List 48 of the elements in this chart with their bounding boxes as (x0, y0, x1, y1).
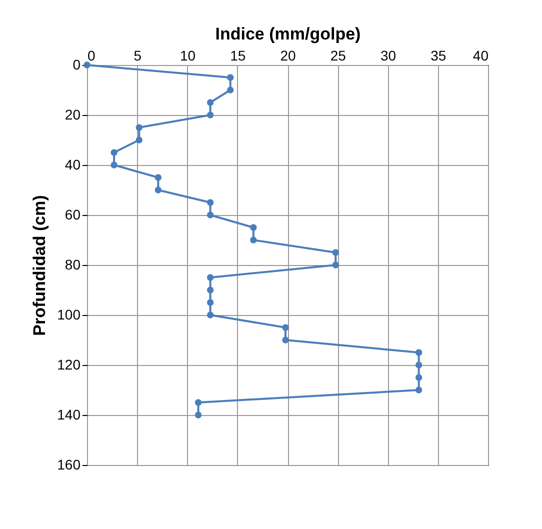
point (227, 86, 234, 94)
point (332, 249, 339, 256)
x-tick-label: 35 (430, 48, 446, 64)
point (415, 349, 422, 356)
y-tick-label: 140 (57, 406, 81, 422)
point (206, 112, 214, 118)
point (194, 399, 202, 406)
x-tick-label: 15 (230, 48, 246, 64)
y-tick-label: 160 (57, 456, 81, 472)
point (250, 236, 257, 244)
point (154, 174, 162, 181)
point (110, 162, 118, 168)
point (206, 274, 214, 281)
point (194, 412, 202, 418)
y-tick-label: 100 (57, 306, 81, 322)
y-tick-label: 80 (64, 256, 81, 272)
point (136, 136, 142, 144)
x-tick-label: 40 (472, 48, 489, 64)
y-axis-title: Profundidad (cm) (30, 195, 50, 336)
x-tick-label: 10 (180, 48, 196, 64)
point (250, 224, 257, 231)
point (282, 324, 289, 331)
point (110, 149, 118, 156)
y-tick-label: 120 (57, 356, 81, 372)
x-tick-label: 0 (88, 48, 96, 64)
point (206, 199, 214, 206)
point (282, 336, 289, 344)
point (415, 362, 422, 368)
point (154, 186, 162, 194)
point (206, 286, 214, 294)
point (84, 62, 90, 68)
x-axis-title: Indice (mm/golpe) (215, 24, 361, 44)
y-tick-label: 60 (64, 206, 81, 222)
y-tick-label: 20 (64, 106, 81, 122)
x-tick-label: 20 (280, 48, 296, 64)
point (136, 124, 142, 131)
point (206, 212, 214, 218)
point (332, 262, 339, 268)
x-tick-label: 25 (330, 48, 346, 64)
point (415, 386, 422, 394)
x-tick-label: 5 (134, 48, 142, 64)
point (415, 374, 422, 381)
point (206, 299, 214, 306)
point (227, 74, 234, 81)
point (206, 99, 214, 106)
y-tick-label: 40 (64, 156, 81, 172)
x-tick-label: 30 (380, 48, 396, 64)
point (206, 312, 214, 318)
